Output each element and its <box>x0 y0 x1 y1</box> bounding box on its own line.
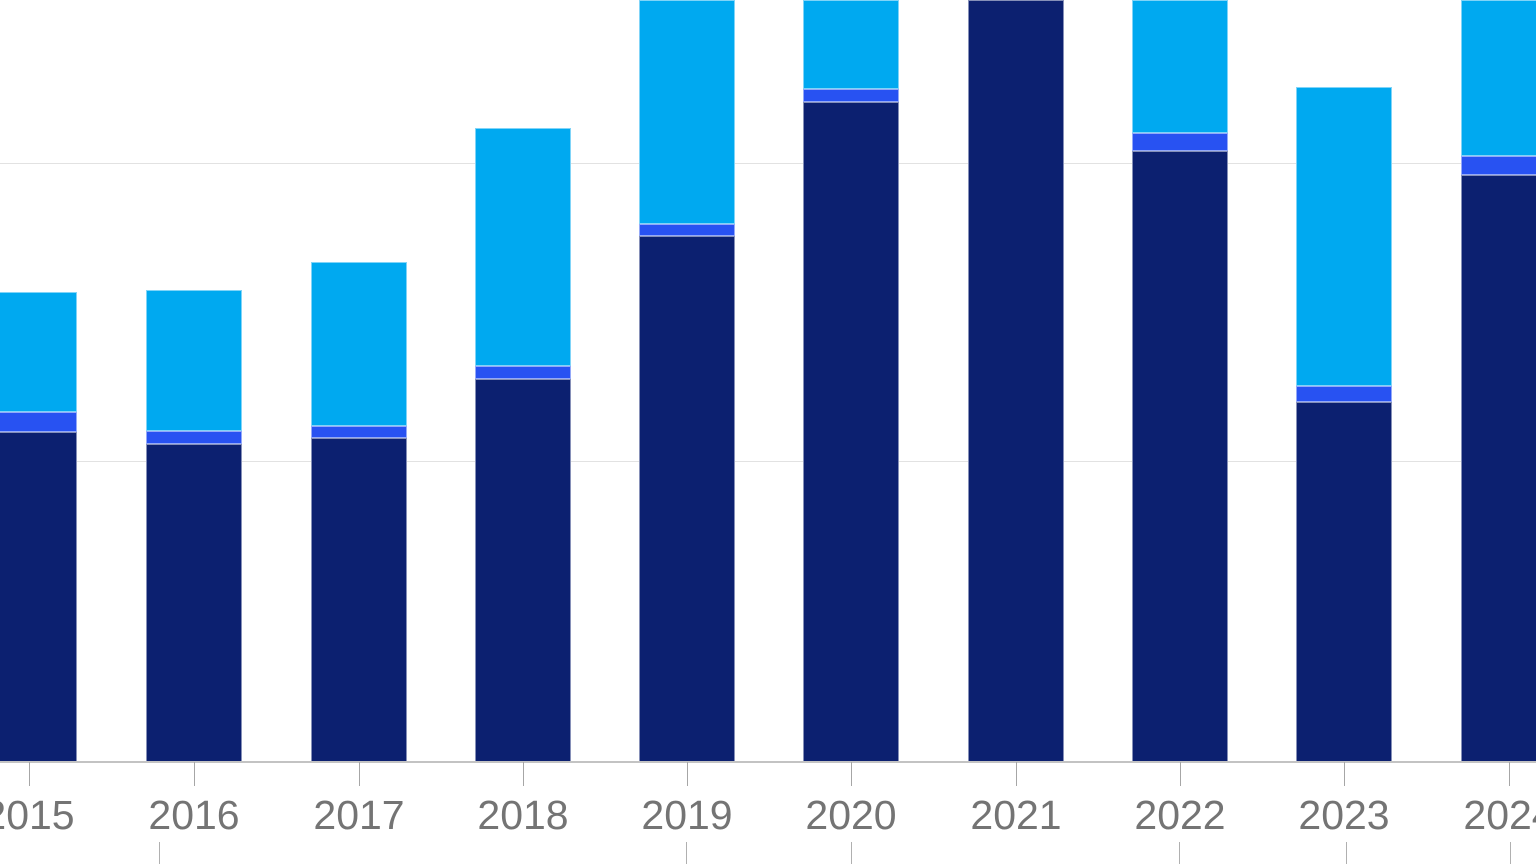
top-segment-bright-cyan[interactable] <box>146 290 242 431</box>
x-axis-label: 2020 <box>805 792 897 838</box>
middle-segment-royal-blue[interactable] <box>0 412 77 432</box>
bottom-segment-dark-navy[interactable] <box>803 102 899 762</box>
middle-segment-royal-blue[interactable] <box>1132 133 1228 151</box>
x-axis-label: 2016 <box>148 792 240 838</box>
x-axis-tick <box>29 762 30 786</box>
top-segment-bright-cyan[interactable] <box>1461 0 1536 156</box>
middle-segment-royal-blue[interactable] <box>1461 156 1536 175</box>
bottom-edge-tick <box>159 842 160 864</box>
middle-segment-royal-blue[interactable] <box>639 224 735 236</box>
x-axis-label: 2018 <box>477 792 569 838</box>
x-axis-label: 2021 <box>970 792 1062 838</box>
top-segment-bright-cyan[interactable] <box>475 128 571 366</box>
x-axis-tick <box>523 762 524 786</box>
bottom-edge-tick <box>1346 842 1347 864</box>
x-axis-label: 2022 <box>1134 792 1226 838</box>
bar-2018[interactable] <box>475 128 571 762</box>
bottom-segment-dark-navy[interactable] <box>475 379 571 762</box>
gridline <box>0 163 1536 164</box>
top-segment-bright-cyan[interactable] <box>803 0 899 89</box>
bottom-edge-tick <box>1510 842 1511 864</box>
bar-2015[interactable] <box>0 292 77 762</box>
middle-segment-royal-blue[interactable] <box>146 431 242 444</box>
bar-2016[interactable] <box>146 290 242 762</box>
bottom-segment-dark-navy[interactable] <box>639 236 735 762</box>
bar-2022[interactable] <box>1132 0 1228 762</box>
bottom-segment-dark-navy[interactable] <box>968 0 1064 762</box>
bottom-edge-tick <box>686 842 687 864</box>
x-axis-label: 2019 <box>641 792 733 838</box>
x-axis-tick <box>851 762 852 786</box>
x-axis-label: 2017 <box>313 792 405 838</box>
top-segment-bright-cyan[interactable] <box>1296 87 1392 386</box>
middle-segment-royal-blue[interactable] <box>475 366 571 379</box>
bottom-edge-tick <box>851 842 852 864</box>
x-axis-tick <box>1344 762 1345 786</box>
x-axis-tick <box>359 762 360 786</box>
middle-segment-royal-blue[interactable] <box>803 89 899 102</box>
bar-2017[interactable] <box>311 262 407 762</box>
top-segment-bright-cyan[interactable] <box>639 0 735 224</box>
gridline <box>0 461 1536 462</box>
bottom-edge-tick <box>1179 842 1180 864</box>
bottom-segment-dark-navy[interactable] <box>0 432 77 762</box>
middle-segment-royal-blue[interactable] <box>1296 386 1392 402</box>
x-axis-label: 2024 <box>1463 792 1536 838</box>
bottom-segment-dark-navy[interactable] <box>146 444 242 762</box>
x-axis-tick <box>1016 762 1017 786</box>
x-axis-tick <box>687 762 688 786</box>
bar-2023[interactable] <box>1296 87 1392 762</box>
middle-segment-royal-blue[interactable] <box>311 426 407 438</box>
bar-2020[interactable] <box>803 0 899 762</box>
bar-2021[interactable] <box>968 0 1064 762</box>
bottom-segment-dark-navy[interactable] <box>1132 151 1228 762</box>
bottom-segment-dark-navy[interactable] <box>1296 402 1392 762</box>
x-axis-tick <box>1509 762 1510 786</box>
bottom-segment-dark-navy[interactable] <box>1461 175 1536 762</box>
x-axis-line <box>0 761 1536 763</box>
bar-2024[interactable] <box>1461 0 1536 762</box>
bottom-segment-dark-navy[interactable] <box>311 438 407 762</box>
x-axis-label: 2023 <box>1298 792 1390 838</box>
top-segment-bright-cyan[interactable] <box>0 292 77 412</box>
top-segment-bright-cyan[interactable] <box>1132 0 1228 133</box>
x-axis-tick <box>1180 762 1181 786</box>
bar-2019[interactable] <box>639 0 735 762</box>
x-axis-tick <box>194 762 195 786</box>
top-segment-bright-cyan[interactable] <box>311 262 407 426</box>
x-axis-label: 2015 <box>0 792 75 838</box>
